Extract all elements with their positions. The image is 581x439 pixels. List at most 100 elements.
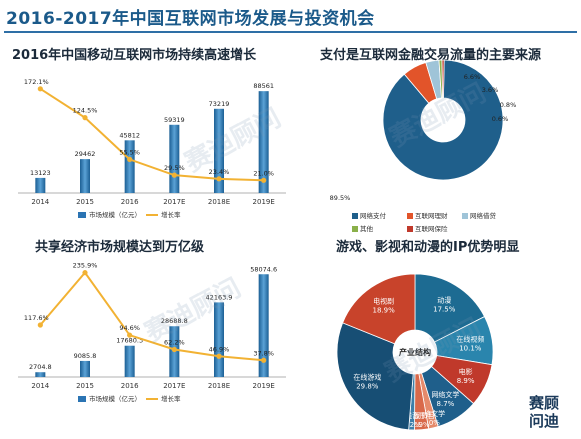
- chart3-legend-line-label: 增长率: [161, 394, 181, 403]
- chart1-bar-label-5: 88561: [253, 82, 274, 90]
- chart4-slice-label-6: 1.2%: [403, 421, 421, 429]
- brand-logo: 赛顾 问迪: [520, 394, 568, 434]
- logo-char-2: 顾: [544, 394, 560, 412]
- chart2-legend-swatch-2: [462, 213, 468, 219]
- chart1-line-point-1: [82, 115, 88, 121]
- chart3-line-label-2: 94.6%: [119, 324, 140, 332]
- chart3-line-label-0: 117.6%: [24, 314, 49, 322]
- chart2-legend-swatch-3: [352, 226, 358, 232]
- title-divider: [4, 31, 577, 33]
- chart2-slice-label-3: 0.8%: [500, 101, 517, 109]
- chart1-line: [39, 87, 264, 182]
- chart1-bar-label-2: 45812: [119, 131, 140, 139]
- chart3-bar-1: [80, 360, 90, 377]
- chart4-slice-name-4: 网络文学: [417, 409, 445, 418]
- chart4-slice-label-2: 8.9%: [457, 377, 475, 385]
- chart1-tick-4: 2018E: [208, 198, 230, 206]
- chart3-legend-bar-swatch: [78, 396, 86, 402]
- chart3-bar-5: [258, 274, 269, 377]
- chart2-legend-swatch-1: [407, 213, 413, 219]
- chart1-legend-line-label: 增长率: [161, 210, 181, 219]
- chart1-bar-label-1: 29462: [75, 150, 96, 158]
- chart3-line-label-1: 235.9%: [73, 262, 98, 270]
- chart1-line-label-0: 172.1%: [24, 78, 49, 86]
- chart2-legend-label-3: 其他: [360, 224, 374, 233]
- chart3-bar-4: [214, 302, 224, 377]
- chart2-legend-label-0: 网络支付: [360, 211, 387, 220]
- chart3-line-point-3: [171, 346, 177, 353]
- chart3-tick-5: 2019E: [253, 382, 275, 390]
- chart2-slice-label-2: 3.6%: [482, 86, 499, 94]
- chart1-tick-0: 2014: [31, 198, 49, 206]
- chart3-tick-0: 2014: [31, 382, 49, 390]
- chart3-line-point-0: [37, 322, 43, 328]
- chart2-slice-label-0: 89.5%: [330, 194, 351, 202]
- logo-char-3: 问: [528, 412, 544, 430]
- chart4-slice-name-6: 在线音乐: [398, 411, 426, 420]
- chart2-legend-swatch-0: [352, 213, 358, 219]
- chart3-line-point-2: [127, 332, 133, 338]
- chart3-bar-label-4: 42163.9: [206, 293, 233, 301]
- chart2-slice-label-4: 0.6%: [492, 115, 509, 123]
- chart2-legend-label-2: 网络借贷: [470, 211, 497, 220]
- chart4-slice-label-5: 2.9%: [412, 421, 430, 429]
- chart1-tick-5: 2019E: [253, 198, 275, 206]
- chart4-slice-name-7: 在线游戏: [353, 372, 381, 381]
- chart3-tick-3: 2017E: [163, 382, 185, 390]
- chart2-slice-4: [441, 59, 445, 99]
- chart1-line-label-2: 55.5%: [119, 148, 140, 156]
- chart4-slice-label-8: 18.9%: [373, 307, 396, 315]
- chart1-tick-2: 2016: [121, 198, 139, 206]
- chart1-line-label-5: 21.0%: [253, 169, 274, 177]
- chart4-slice-label-3: 8.7%: [437, 400, 455, 408]
- chart1-bar-label-0: 13123: [30, 169, 51, 177]
- chart3-line-point-1: [82, 270, 88, 276]
- chart3-bar-0: [35, 372, 46, 377]
- page-title: 2016-2017年中国互联网市场发展与投资机会: [6, 9, 375, 29]
- chart4-slice-label-1: 10.1%: [459, 344, 482, 352]
- chart3-bar-label-1: 9085.8: [74, 352, 97, 360]
- logo-char-1: 赛: [528, 394, 544, 412]
- chart2-legend-label-1: 互联网理财: [415, 211, 448, 220]
- chart2-title: 支付是互联网金融交易流量的主要来源: [320, 48, 542, 63]
- chart3-line-label-3: 62.2%: [164, 338, 185, 346]
- chart3-tick-2: 2016: [121, 382, 139, 390]
- chart3-line-label-5: 37.8%: [253, 349, 274, 357]
- chart2-slice-label-1: 6.6%: [464, 73, 481, 81]
- chart1-bar-1: [80, 159, 90, 193]
- chart3-line: [39, 271, 264, 362]
- chart2-legend-swatch-4: [407, 226, 413, 232]
- chart1-title: 2016年中国移动互联网市场持续高速增长: [12, 48, 257, 63]
- chart3-tick-4: 2018E: [208, 382, 230, 390]
- chart1-bar-4: [214, 108, 224, 193]
- chart4-slice-name-1: 在线视频: [456, 334, 484, 343]
- chart3-tick-1: 2015: [76, 382, 94, 390]
- chart3-bar-label-2: 17680.3: [116, 337, 143, 345]
- chart1-line-point-0: [37, 86, 43, 92]
- chart3-line-label-4: 46.9%: [209, 345, 230, 353]
- chart1-tick-3: 2017E: [163, 198, 185, 206]
- chart4-slice-name-3: 网络文学: [431, 390, 459, 399]
- logo-char-4: 迪: [544, 412, 560, 430]
- chart1-bar-3: [169, 124, 180, 193]
- chart4-title: 游戏、影视和动漫的IP优势明显: [336, 240, 520, 255]
- chart4-slice-label-0: 17.5%: [433, 305, 456, 313]
- chart3-line-point-4: [216, 353, 222, 359]
- chart3-bar-label-5: 58074.6: [250, 265, 277, 273]
- chart2-legend-label-4: 互联网保险: [415, 224, 448, 233]
- chart4-slice-name-2: 电影: [459, 367, 473, 376]
- chart1-legend-bar-swatch: [78, 212, 86, 218]
- chart1-line-label-3: 29.5%: [164, 164, 185, 172]
- chart1-line-point-3: [171, 172, 177, 178]
- chart1-bar-0: [35, 177, 46, 193]
- chart4-slice-name-8: 电视剧: [373, 297, 394, 306]
- chart3-line-point-5: [261, 357, 267, 363]
- chart1-line-point-2: [127, 156, 133, 163]
- chart3-bar-label-3: 28688.8: [161, 317, 188, 325]
- chart4-slice-label-4: 2.0%: [422, 419, 440, 427]
- chart1-bar-label-4: 73219: [209, 100, 230, 108]
- chart1-line-label-4: 23.4%: [209, 168, 230, 176]
- chart1-line-label-1: 124.5%: [73, 107, 98, 115]
- chart1-tick-1: 2015: [76, 198, 94, 206]
